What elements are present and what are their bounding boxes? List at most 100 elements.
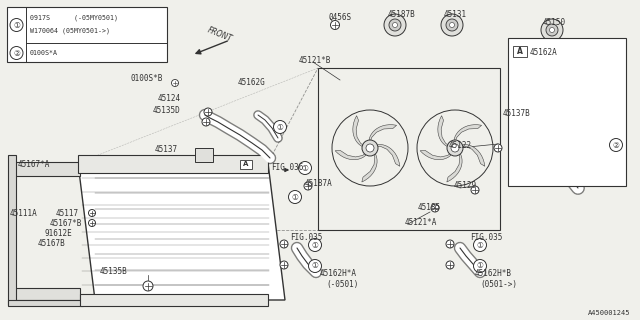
Circle shape	[10, 46, 23, 60]
Text: 45162G: 45162G	[238, 77, 266, 86]
Circle shape	[273, 121, 287, 133]
Bar	[12, 288, 80, 300]
Circle shape	[280, 240, 288, 248]
Circle shape	[389, 19, 401, 31]
Circle shape	[88, 210, 95, 217]
Circle shape	[550, 28, 554, 33]
Text: FIG.036: FIG.036	[271, 163, 303, 172]
Polygon shape	[335, 150, 368, 160]
Text: 45117: 45117	[56, 209, 79, 218]
Text: 0456S: 0456S	[328, 12, 351, 21]
Text: FIG.035: FIG.035	[470, 233, 502, 242]
Text: ①: ①	[301, 164, 308, 172]
Text: (0501->): (0501->)	[480, 279, 517, 289]
Circle shape	[609, 139, 623, 151]
Circle shape	[494, 144, 502, 152]
Bar	[80, 294, 268, 306]
Text: 45167B: 45167B	[38, 238, 66, 247]
Text: 45121*A: 45121*A	[405, 218, 437, 227]
Circle shape	[204, 108, 212, 116]
Text: 45137B: 45137B	[503, 108, 531, 117]
Text: 45162H*A: 45162H*A	[320, 269, 357, 278]
Text: FIG.035: FIG.035	[290, 233, 323, 242]
Text: ①: ①	[312, 241, 319, 250]
Circle shape	[143, 281, 153, 291]
Circle shape	[446, 261, 454, 269]
Text: ①: ①	[477, 261, 483, 270]
Text: 0100S*A: 0100S*A	[30, 50, 58, 56]
Circle shape	[474, 260, 486, 273]
Circle shape	[362, 140, 378, 156]
Circle shape	[392, 22, 397, 28]
Text: 91612E: 91612E	[44, 228, 72, 237]
Text: 45121*B: 45121*B	[299, 55, 332, 65]
Circle shape	[289, 190, 301, 204]
Polygon shape	[447, 151, 462, 182]
Bar	[195, 148, 213, 162]
Text: 45135D: 45135D	[153, 106, 180, 115]
Circle shape	[449, 22, 454, 28]
Text: 45131: 45131	[444, 10, 467, 19]
Text: ①: ①	[292, 193, 298, 202]
Bar	[7, 7, 167, 62]
Text: FRONT: FRONT	[206, 26, 234, 44]
Circle shape	[474, 238, 486, 252]
Text: 45167*B: 45167*B	[50, 219, 83, 228]
Text: A450001245: A450001245	[588, 310, 630, 316]
Text: (-0501): (-0501)	[326, 279, 358, 289]
Circle shape	[330, 20, 339, 29]
Text: 45185: 45185	[418, 203, 441, 212]
Bar	[12, 162, 80, 176]
Circle shape	[298, 162, 312, 174]
Text: 0917S      (-05MY0501): 0917S (-05MY0501)	[30, 15, 118, 21]
Text: 45124: 45124	[158, 93, 181, 102]
Polygon shape	[438, 116, 451, 147]
Polygon shape	[459, 145, 485, 166]
Circle shape	[451, 144, 459, 152]
Circle shape	[304, 182, 312, 190]
Circle shape	[431, 204, 439, 212]
Text: 45129: 45129	[454, 180, 477, 189]
Bar	[508, 38, 626, 186]
Circle shape	[366, 144, 374, 152]
Text: A: A	[517, 46, 523, 55]
Polygon shape	[374, 145, 400, 166]
Circle shape	[308, 260, 321, 273]
Text: A: A	[243, 161, 249, 167]
Polygon shape	[369, 125, 397, 144]
Circle shape	[10, 19, 23, 31]
Circle shape	[447, 140, 463, 156]
Bar	[8, 300, 83, 306]
Text: 45150: 45150	[543, 18, 566, 27]
Text: 45111A: 45111A	[10, 209, 38, 218]
Text: 45187A: 45187A	[305, 179, 333, 188]
Circle shape	[202, 118, 210, 126]
Bar	[240, 160, 252, 169]
Text: 45122: 45122	[449, 140, 472, 149]
Text: ①: ①	[477, 241, 483, 250]
Text: 45187B: 45187B	[388, 10, 416, 19]
Circle shape	[541, 19, 563, 41]
Circle shape	[446, 240, 454, 248]
Circle shape	[308, 238, 321, 252]
Text: ②: ②	[612, 140, 620, 149]
Bar	[78, 155, 268, 173]
Circle shape	[172, 79, 179, 86]
Bar	[8, 155, 16, 305]
Text: ①: ①	[276, 123, 284, 132]
Circle shape	[88, 220, 95, 227]
Text: ①: ①	[13, 20, 20, 29]
Circle shape	[384, 14, 406, 36]
Circle shape	[446, 19, 458, 31]
Polygon shape	[353, 116, 366, 147]
Text: ②: ②	[13, 49, 20, 58]
Text: 45167*A: 45167*A	[18, 159, 51, 169]
Circle shape	[441, 14, 463, 36]
Text: W170064 (05MY0501->): W170064 (05MY0501->)	[30, 28, 110, 34]
Text: 45135B: 45135B	[100, 268, 128, 276]
Polygon shape	[420, 150, 453, 160]
Polygon shape	[78, 163, 285, 300]
Polygon shape	[454, 125, 482, 144]
Circle shape	[280, 261, 288, 269]
Text: 0100S*B: 0100S*B	[130, 74, 163, 83]
